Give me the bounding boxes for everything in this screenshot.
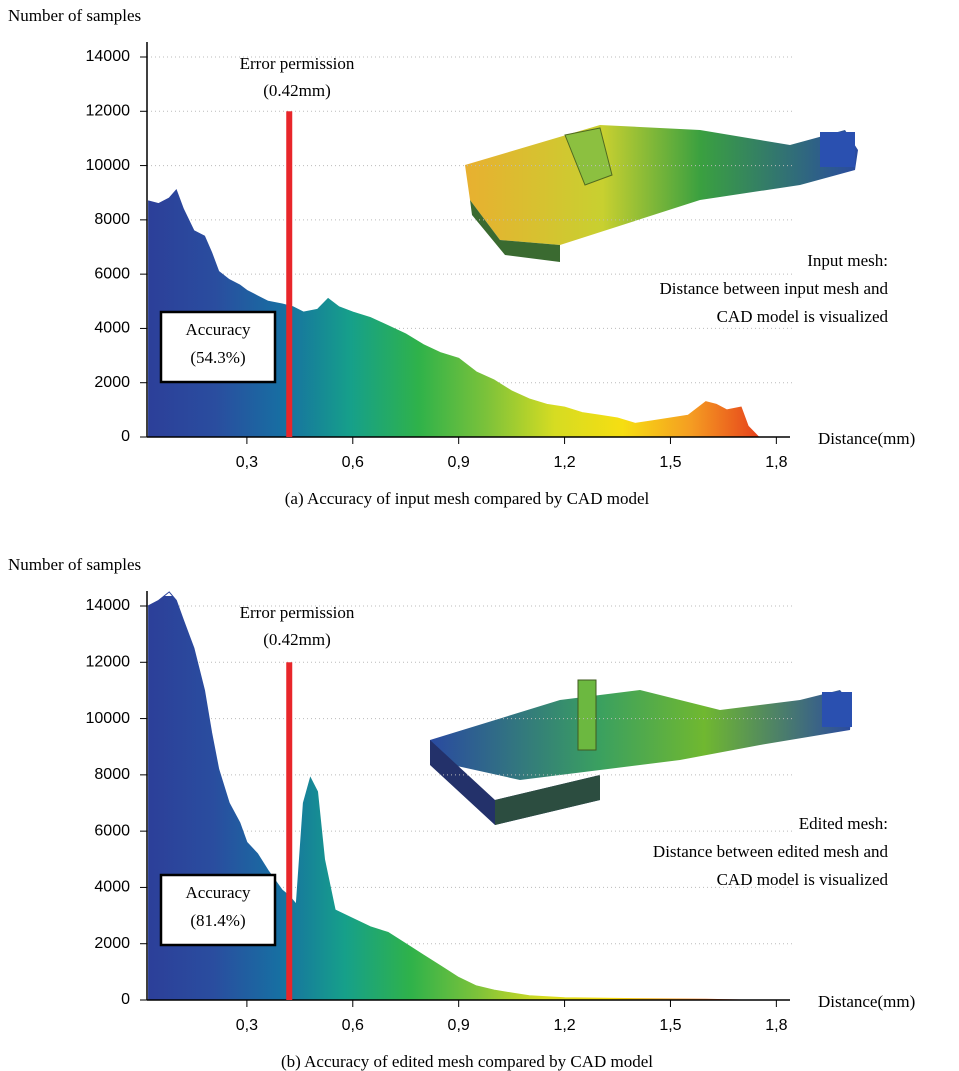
mesh-annotation: Input mesh: <box>807 251 888 270</box>
accuracy-title: Accuracy <box>185 883 251 902</box>
mesh-annotation: CAD model is visualized <box>717 307 889 326</box>
threshold-line <box>286 662 292 1000</box>
mesh-annotation: Distance between edited mesh and <box>653 842 889 861</box>
x-tick-label: 1,5 <box>659 454 681 471</box>
y-tick-label: 8000 <box>94 766 130 783</box>
y-tick-label: 0 <box>121 428 130 445</box>
y-tick-label: 8000 <box>94 211 130 228</box>
y-tick-label: 6000 <box>94 822 130 839</box>
y-tick-label: 10000 <box>86 157 131 174</box>
caption: (b) Accuracy of edited mesh compared by … <box>281 1052 653 1071</box>
x-tick-label: 1,5 <box>659 1017 681 1034</box>
y-tick-label: 14000 <box>86 48 131 65</box>
x-tick-label: 0,3 <box>236 454 258 471</box>
x-tick-label: 1,8 <box>765 454 787 471</box>
figure: 0 2000 4000 6000 8000 10000 12000 14000 0,3 0,6 0,… <box>0 0 959 1071</box>
accuracy-label: (81.4%) <box>190 911 245 930</box>
x-tick-label: 0,9 <box>448 1017 470 1034</box>
x-tick-label: 0,6 <box>342 1017 364 1034</box>
y-tick-label: 6000 <box>94 265 130 282</box>
y-tick-label: 2000 <box>94 374 130 391</box>
threshold-label: (0.42mm) <box>263 81 331 100</box>
edited-mesh-image <box>430 680 852 825</box>
x-tick-label: 1,2 <box>553 454 575 471</box>
y-tick-label: 10000 <box>86 710 131 727</box>
accuracy-title: Accuracy <box>185 320 251 339</box>
threshold-line <box>286 111 292 437</box>
threshold-title: Error permission <box>240 54 355 73</box>
mesh-annotation: Distance between input mesh and <box>660 279 889 298</box>
y-tick-label: 2000 <box>94 935 130 952</box>
y-tick-label: 4000 <box>94 879 130 896</box>
x-axis-label: Distance(mm) <box>818 429 915 448</box>
x-tick-label: 1,8 <box>765 1017 787 1034</box>
y-tick-label: 12000 <box>86 103 131 120</box>
x-tick-label: 0,9 <box>448 454 470 471</box>
threshold-title: Error permission <box>240 603 355 622</box>
caption: (a) Accuracy of input mesh compared by C… <box>285 489 650 508</box>
threshold-label: (0.42mm) <box>263 630 331 649</box>
input-mesh-image <box>465 125 858 262</box>
accuracy-label: (54.3%) <box>190 348 245 367</box>
x-axis-label: Distance(mm) <box>818 992 915 1011</box>
y-tick-label: 12000 <box>86 654 131 671</box>
y-axis-label: Number of samples <box>8 555 141 574</box>
mesh-annotation: CAD model is visualized <box>717 870 889 889</box>
x-tick-label: 1,2 <box>553 1017 575 1034</box>
x-tick-label: 0,3 <box>236 1017 258 1034</box>
y-axis-label: Number of samples <box>8 6 141 25</box>
y-tick-label: 14000 <box>86 597 131 614</box>
y-tick-label: 4000 <box>94 320 130 337</box>
y-tick-label: 0 <box>121 991 130 1008</box>
x-tick-label: 0,6 <box>342 454 364 471</box>
mesh-annotation: Edited mesh: <box>799 814 888 833</box>
